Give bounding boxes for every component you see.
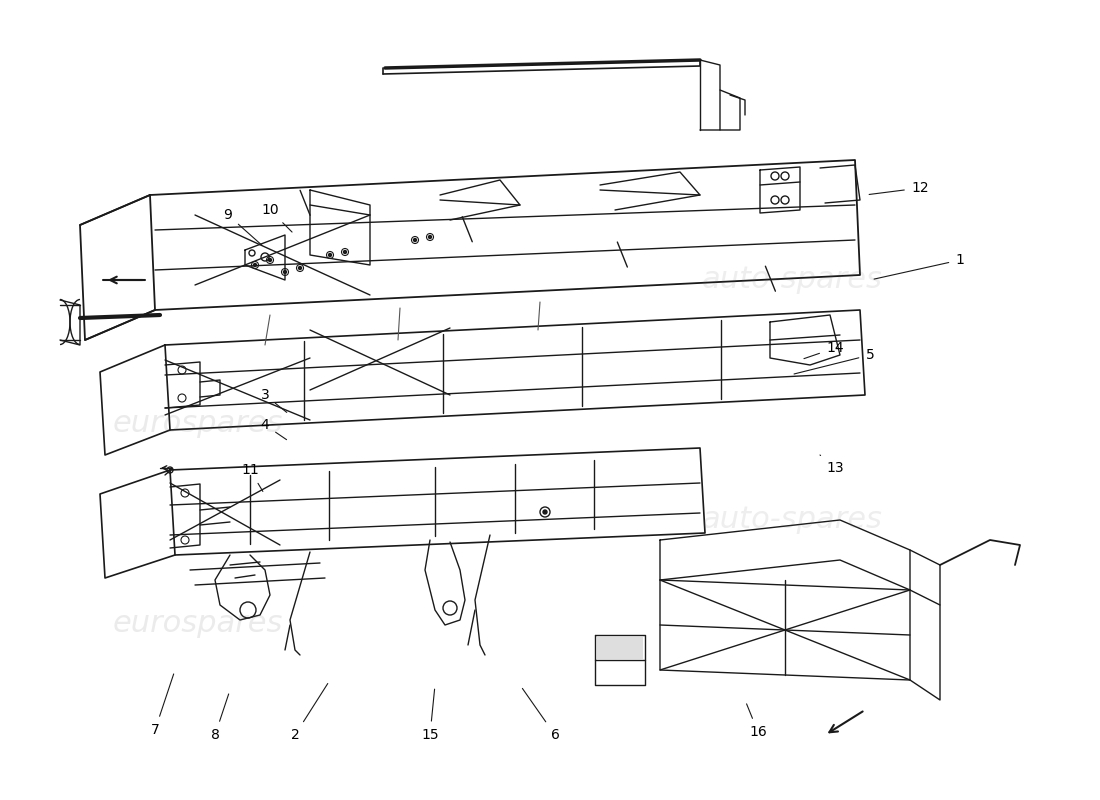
Circle shape xyxy=(414,238,417,242)
Text: auto-spares: auto-spares xyxy=(702,266,882,294)
Circle shape xyxy=(284,270,286,274)
Text: auto-spares: auto-spares xyxy=(702,506,882,534)
Circle shape xyxy=(543,510,547,514)
Bar xyxy=(597,637,644,659)
Text: 2: 2 xyxy=(290,683,328,742)
Text: 16: 16 xyxy=(747,704,767,739)
Text: 5: 5 xyxy=(794,348,874,374)
Text: 1: 1 xyxy=(874,253,965,279)
Circle shape xyxy=(343,250,346,254)
Text: 11: 11 xyxy=(241,463,263,491)
Text: 7: 7 xyxy=(151,674,174,737)
Circle shape xyxy=(329,254,331,257)
Circle shape xyxy=(429,235,431,238)
Text: 8: 8 xyxy=(210,694,229,742)
Circle shape xyxy=(253,263,256,266)
Text: 15: 15 xyxy=(421,689,439,742)
Text: 3: 3 xyxy=(261,388,287,412)
Text: 4: 4 xyxy=(261,418,287,440)
Text: 9: 9 xyxy=(223,208,262,246)
Text: 14: 14 xyxy=(804,341,844,358)
Text: eurospares: eurospares xyxy=(113,410,283,438)
Text: 10: 10 xyxy=(261,203,293,232)
Circle shape xyxy=(268,258,272,262)
Text: 6: 6 xyxy=(522,689,560,742)
Circle shape xyxy=(298,266,301,270)
Text: 12: 12 xyxy=(869,181,928,195)
Text: 13: 13 xyxy=(820,455,844,475)
Text: eurospares: eurospares xyxy=(113,610,283,638)
